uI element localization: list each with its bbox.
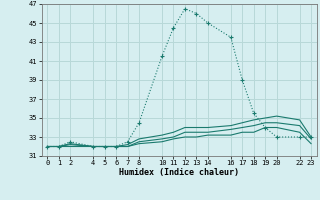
X-axis label: Humidex (Indice chaleur): Humidex (Indice chaleur)	[119, 168, 239, 177]
